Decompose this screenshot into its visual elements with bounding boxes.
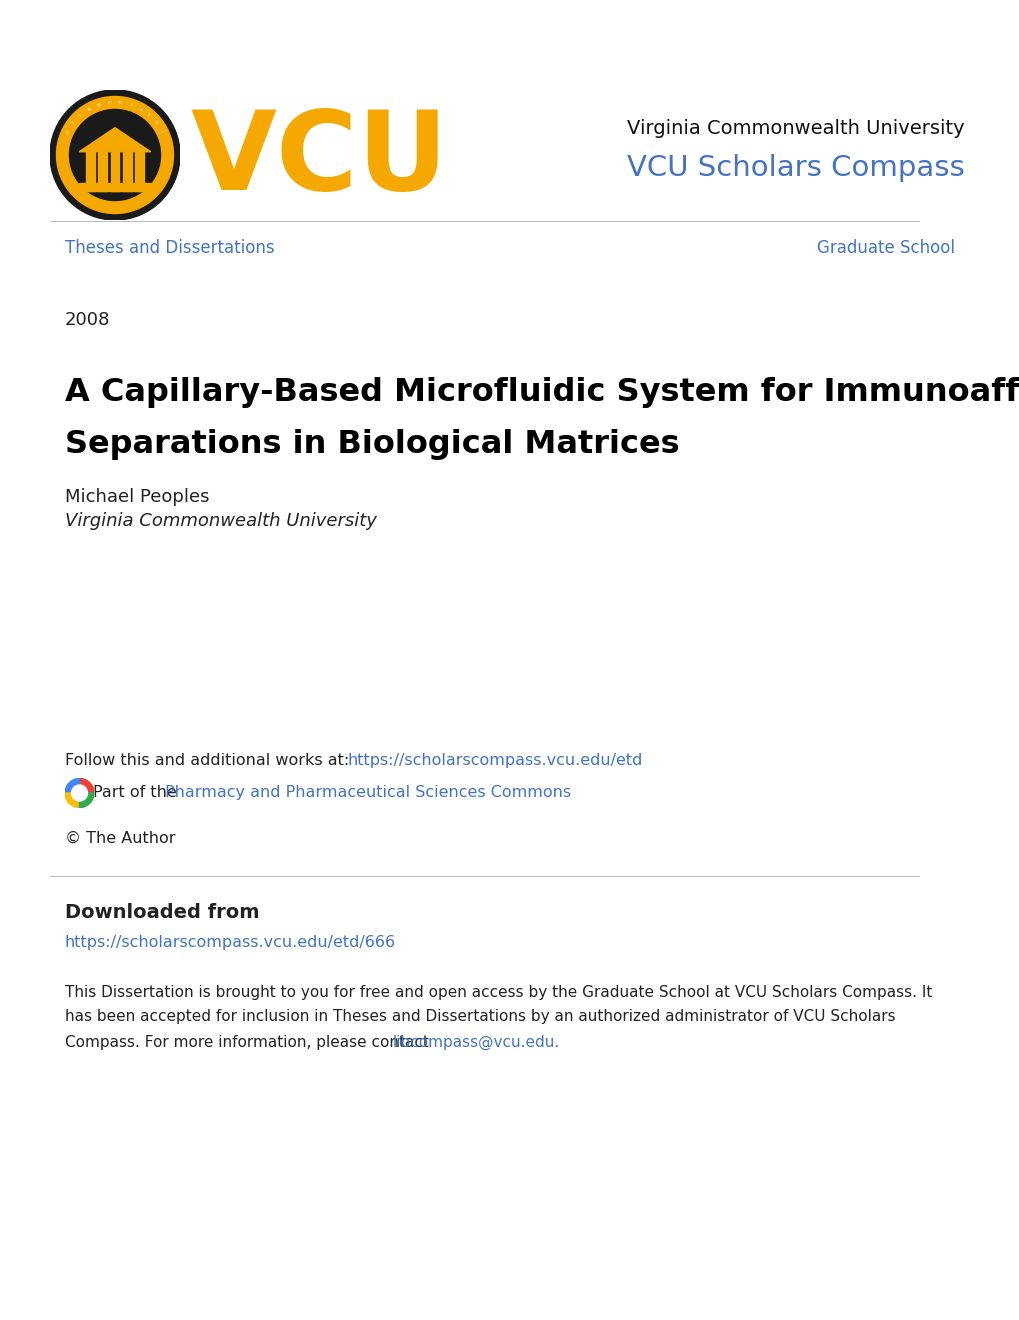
Wedge shape — [65, 779, 79, 793]
Text: Virginia Commonwealth University: Virginia Commonwealth University — [627, 119, 964, 137]
Bar — [136, 152, 144, 191]
Text: MCV: MCV — [109, 102, 121, 107]
Text: Pharmacy and Pharmaceutical Sciences Commons: Pharmacy and Pharmaceutical Sciences Com… — [165, 785, 571, 800]
Text: H: H — [71, 120, 76, 125]
Text: RG: RG — [153, 120, 158, 125]
Text: IA: IA — [138, 107, 142, 112]
Text: UN: UN — [66, 129, 71, 135]
Text: © The Author: © The Author — [65, 830, 175, 846]
Bar — [79, 183, 151, 191]
Text: IN: IN — [146, 112, 151, 117]
Text: EA: EA — [88, 107, 93, 112]
Text: LT: LT — [79, 112, 84, 117]
Text: libcompass@vcu.edu.: libcompass@vcu.edu. — [392, 1035, 559, 1049]
Bar — [86, 152, 95, 191]
Text: A Capillary-Based Microfluidic System for Immunoaffinity: A Capillary-Based Microfluidic System fo… — [65, 378, 1019, 408]
Circle shape — [69, 110, 160, 201]
Bar — [111, 152, 119, 191]
Text: This Dissertation is brought to you for free and open access by the Graduate Sch: This Dissertation is brought to you for … — [65, 985, 931, 999]
Circle shape — [50, 90, 179, 220]
Text: OM: OM — [117, 102, 122, 106]
Text: VCU: VCU — [190, 107, 447, 214]
Text: 1838: 1838 — [105, 203, 124, 209]
Bar — [123, 152, 131, 191]
Polygon shape — [79, 128, 151, 152]
Wedge shape — [79, 793, 94, 808]
Text: Part of the: Part of the — [93, 785, 181, 800]
Text: has been accepted for inclusion in Theses and Dissertations by an authorized adm: has been accepted for inclusion in These… — [65, 1010, 895, 1024]
Text: VI: VI — [159, 129, 164, 133]
Text: Compass. For more information, please contact: Compass. For more information, please co… — [65, 1035, 433, 1049]
Text: NW: NW — [97, 103, 102, 108]
Text: 2008: 2008 — [65, 312, 110, 329]
Text: https://scholarscompass.vcu.edu/etd/666: https://scholarscompass.vcu.edu/etd/666 — [65, 935, 395, 949]
Text: https://scholarscompass.vcu.edu/etd: https://scholarscompass.vcu.edu/etd — [347, 752, 643, 767]
Text: Follow this and additional works at:: Follow this and additional works at: — [65, 752, 354, 767]
Text: MO: MO — [107, 102, 112, 106]
Text: C: C — [128, 103, 132, 108]
Wedge shape — [79, 779, 94, 793]
Text: Virginia Commonwealth University: Virginia Commonwealth University — [65, 512, 376, 531]
Text: Separations in Biological Matrices: Separations in Biological Matrices — [65, 429, 679, 461]
Text: VCU Scholars Compass: VCU Scholars Compass — [627, 154, 964, 182]
Circle shape — [56, 96, 173, 214]
Circle shape — [71, 785, 88, 801]
Text: Downloaded from: Downloaded from — [65, 903, 259, 921]
Text: Theses and Dissertations: Theses and Dissertations — [65, 239, 274, 257]
Wedge shape — [65, 793, 79, 808]
Bar — [98, 152, 107, 191]
Text: Michael Peoples: Michael Peoples — [65, 488, 209, 506]
Text: Graduate School: Graduate School — [816, 239, 954, 257]
